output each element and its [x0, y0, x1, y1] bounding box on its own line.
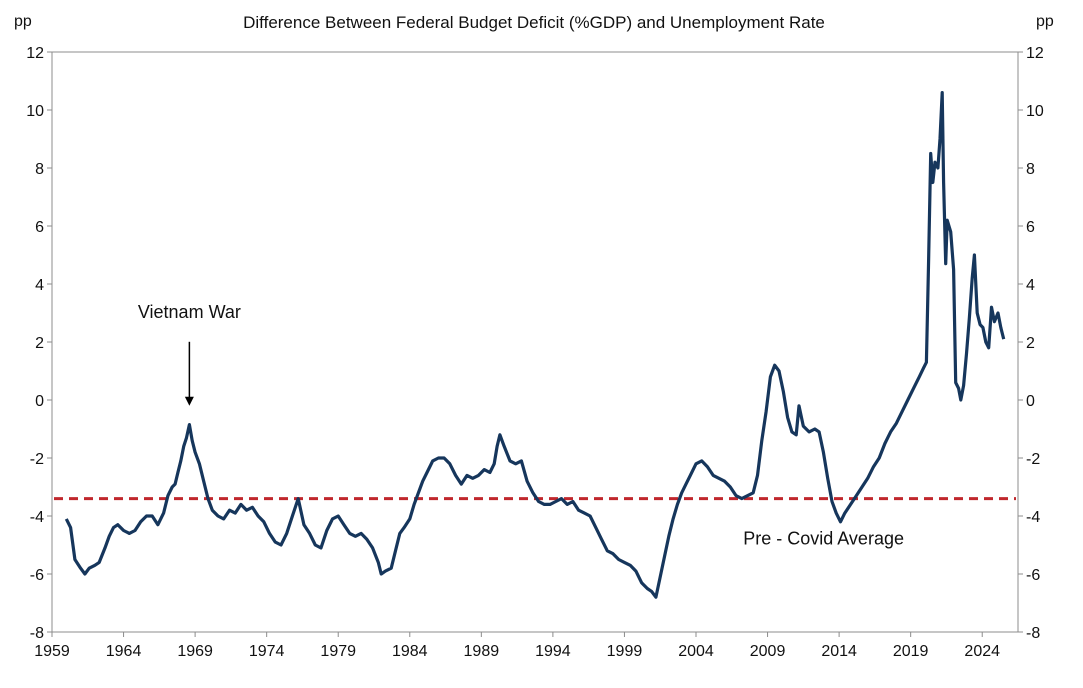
y-tick-label-right: 4: [1026, 277, 1035, 294]
annotation-label: Vietnam War: [138, 302, 241, 322]
x-tick-label: 1994: [535, 643, 571, 660]
x-tick-label: 1984: [392, 643, 428, 660]
y-tick-label-right: -8: [1026, 625, 1040, 642]
y-tick-label-left: -8: [30, 625, 44, 642]
y-tick-label-left: -2: [30, 451, 44, 468]
x-tick-label: 1989: [464, 643, 500, 660]
y-tick-label-left: -6: [30, 567, 44, 584]
x-tick-label: 1964: [106, 643, 142, 660]
y-axis-unit-left: pp: [14, 13, 32, 30]
x-tick-label: 1974: [249, 643, 285, 660]
y-tick-label-left: -4: [30, 509, 44, 526]
x-tick-label: 2009: [750, 643, 786, 660]
y-tick-label-left: 2: [35, 335, 44, 352]
x-axis: 1959 1964 1969 1974 1979 1984 1989 1994 1999 2004…: [34, 632, 1000, 660]
chart-title: Difference Between Federal Budget Defici…: [243, 13, 825, 32]
average-line-label: Pre - Covid Average: [743, 529, 904, 549]
x-tick-label: 2024: [964, 643, 1000, 660]
y-tick-label-right: 12: [1026, 45, 1044, 62]
y-tick-label-right: -2: [1026, 451, 1040, 468]
y-tick-label-left: 8: [35, 161, 44, 178]
arrow-head-icon: [184, 396, 194, 406]
series-line: [64, 91, 1006, 599]
x-tick-label: 1959: [34, 643, 70, 660]
y-tick-label-right: -6: [1026, 567, 1040, 584]
y-tick-label-right: -4: [1026, 509, 1040, 526]
y-tick-label-left: 4: [35, 277, 44, 294]
y-tick-label-right: 6: [1026, 219, 1035, 236]
y-axis-right: -8 -6 -4 -2 0 2 4 6 8 10 12: [1018, 45, 1044, 642]
y-tick-label-left: 12: [26, 45, 44, 62]
y-tick-label-left: 10: [26, 103, 44, 120]
y-tick-label-left: 0: [35, 393, 44, 410]
x-tick-label: 1999: [607, 643, 643, 660]
x-tick-label: 2004: [678, 643, 714, 660]
y-tick-label-right: 8: [1026, 161, 1035, 178]
x-tick-label: 1979: [320, 643, 356, 660]
y-axis-left: -8 -6 -4 -2 0 2 4 6 8 10 12: [26, 45, 52, 642]
vietnam-annotation: Vietnam War: [138, 302, 241, 406]
x-tick-label: 2019: [893, 643, 929, 660]
x-tick-label: 1969: [177, 643, 213, 660]
y-axis-unit-right: pp: [1036, 13, 1054, 30]
y-tick-label-left: 6: [35, 219, 44, 236]
y-tick-label-right: 10: [1026, 103, 1044, 120]
x-tick-label: 2014: [821, 643, 857, 660]
y-tick-label-right: 0: [1026, 393, 1035, 410]
y-tick-label-right: 2: [1026, 335, 1035, 352]
